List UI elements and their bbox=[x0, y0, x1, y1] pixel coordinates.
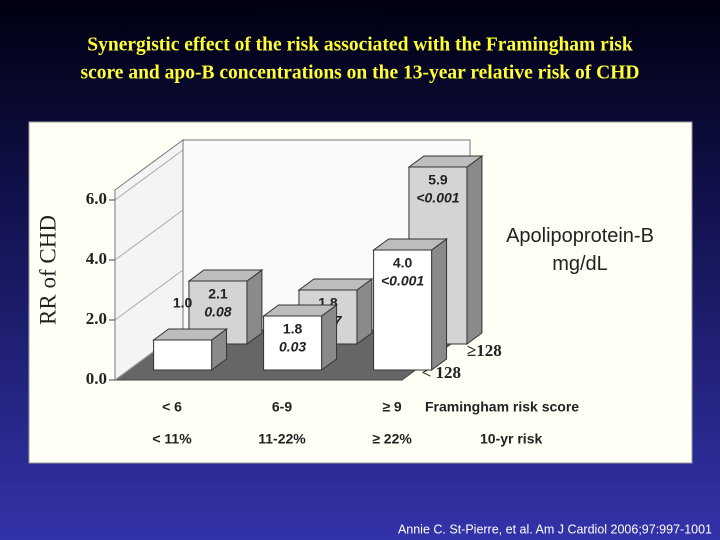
y-tick-label: 6.0 bbox=[86, 189, 107, 208]
p-value-label: 0.03 bbox=[279, 339, 306, 355]
y-tick-label: 4.0 bbox=[86, 249, 107, 268]
grid-line bbox=[114, 209, 184, 261]
plot: 0.0 2.0 4.0 6.0 < 6 < 11% 6-9 11-22% ≥ 9 ≥ 22% ≥12… bbox=[86, 139, 502, 447]
y-axis-label: RR of CHD bbox=[35, 215, 60, 325]
value-label: 4.0 bbox=[393, 255, 413, 271]
x-axis-label: Framingham risk score bbox=[425, 399, 579, 415]
y-tick-label: 2.0 bbox=[86, 309, 107, 328]
value-label: 2.1 bbox=[208, 286, 228, 302]
x2-axis-label: 10-yr risk bbox=[480, 431, 542, 447]
bar-side bbox=[431, 238, 448, 371]
depth-axis-label: Apolipoprotein-B mg/dL bbox=[506, 225, 654, 275]
y-tick-label: 0.0 bbox=[86, 369, 107, 388]
bar bbox=[153, 339, 213, 371]
citation: Annie C. St-Pierre, et al. Am J Cardiol … bbox=[398, 522, 712, 536]
legend-entry: ≥128 bbox=[467, 341, 502, 360]
grid-line bbox=[114, 149, 184, 201]
value-label: 1.0 bbox=[173, 295, 193, 311]
bar-side bbox=[466, 155, 483, 345]
p-value-label: <0.001 bbox=[416, 190, 459, 206]
bar-side bbox=[246, 269, 263, 345]
p-value-label: 0.08 bbox=[204, 304, 231, 320]
x2-tick-label: < 11% bbox=[152, 431, 192, 447]
x-tick-label: ≥ 9 bbox=[382, 399, 402, 415]
title-line: score and apo-B concentrations on the 13… bbox=[81, 62, 640, 83]
value-label: 1.8 bbox=[283, 321, 303, 337]
value-label: 5.9 bbox=[428, 172, 448, 188]
bar bbox=[373, 249, 433, 371]
x-tick-label: 6-9 bbox=[272, 399, 292, 415]
title-line: Synergistic effect of the risk associate… bbox=[87, 34, 633, 55]
grid-line bbox=[114, 269, 184, 321]
p-value-label: <0.001 bbox=[381, 273, 424, 289]
x2-tick-label: ≥ 22% bbox=[372, 431, 412, 447]
x-tick-label: < 6 bbox=[162, 399, 182, 415]
x2-tick-label: 11-22% bbox=[258, 431, 306, 447]
bar bbox=[263, 315, 323, 371]
